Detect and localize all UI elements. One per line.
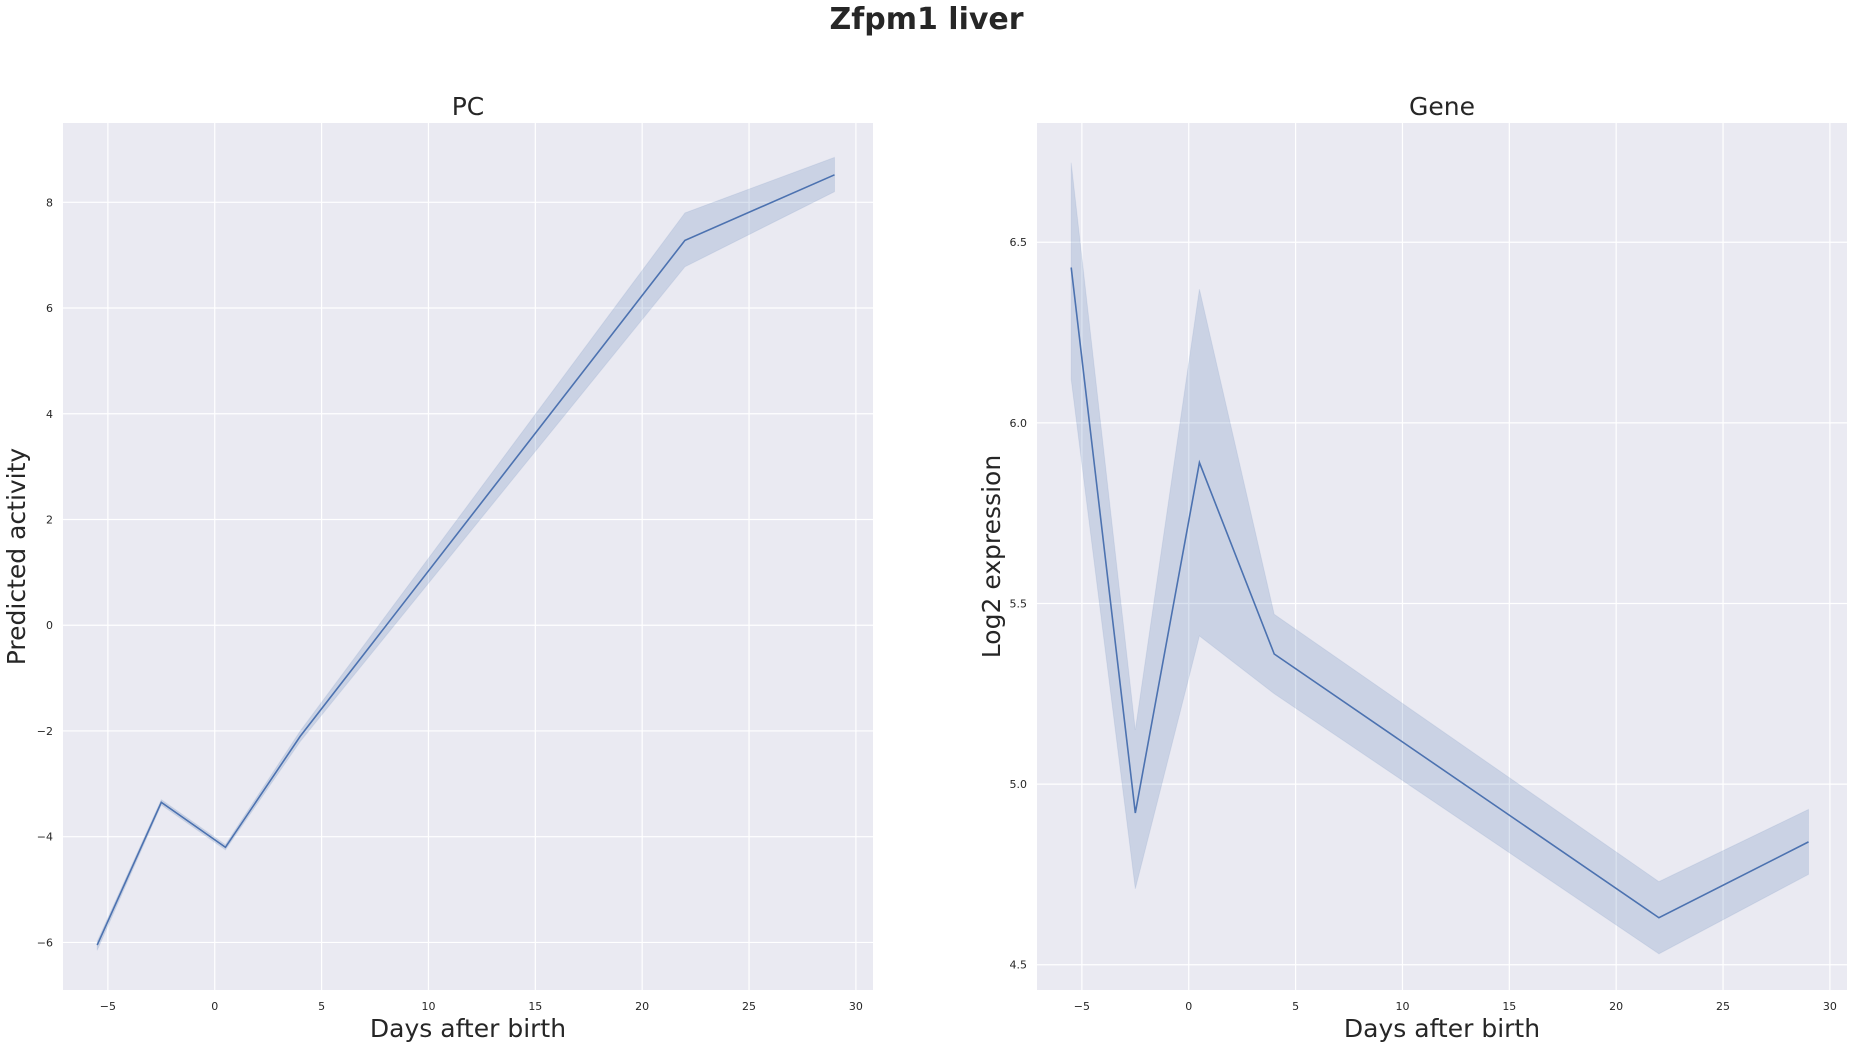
pc-y-tick-label: −4 xyxy=(37,831,53,844)
gene-x-tick-label: 5 xyxy=(1292,1000,1299,1013)
gene-y-tick-label: 5.0 xyxy=(1010,778,1028,791)
pc-x-tick-label: −5 xyxy=(100,1000,116,1013)
panel-gene: −5 0 5 10 15 20 25 30 4.5 5.0 5.5 6.0 6.5 Gene Days af… xyxy=(977,92,1847,1043)
pc-x-tick-label: 0 xyxy=(211,1000,218,1013)
pc-series-line xyxy=(96,174,835,946)
gene-plot-area xyxy=(1037,123,1847,990)
pc-x-tick-label: 20 xyxy=(635,1000,649,1013)
gene-series-line xyxy=(1070,267,1809,919)
gene-x-tick-label: 10 xyxy=(1395,1000,1409,1013)
pc-y-tick-label: −2 xyxy=(37,725,53,738)
gene-x-tick-label: 30 xyxy=(1823,1000,1837,1013)
gene-confidence-band xyxy=(1070,162,1810,955)
pc-x-tick-label: 25 xyxy=(742,1000,756,1013)
gene-y-axis-label: Log2 expression xyxy=(977,455,1006,658)
figure-title: Zfpm1 liver xyxy=(829,2,1024,37)
pc-x-tick-label: 15 xyxy=(528,1000,542,1013)
pc-y-tick-label: 4 xyxy=(46,408,53,421)
pc-y-tick-label: −6 xyxy=(37,936,53,949)
pc-y-tick-label: 2 xyxy=(46,513,53,526)
pc-confidence-band xyxy=(96,156,836,951)
pc-y-tick-label: 6 xyxy=(46,302,53,315)
pc-y-tick-label: 0 xyxy=(46,619,53,632)
gene-y-tick-label: 5.5 xyxy=(1010,597,1028,610)
pc-x-tick-label: 30 xyxy=(849,1000,863,1013)
pc-plot-area xyxy=(63,123,873,990)
pc-x-tick-label: 10 xyxy=(421,1000,435,1013)
pc-y-tick-label: 8 xyxy=(46,196,53,209)
gene-x-tick-label: −5 xyxy=(1074,1000,1090,1013)
gene-y-tick-label: 4.5 xyxy=(1010,959,1028,972)
panel-pc: −5 0 5 10 15 20 25 30 −6 −4 −2 0 2 4 6 8 PC Days after bi… xyxy=(2,92,873,1043)
gene-y-tick-label: 6.0 xyxy=(1010,417,1028,430)
gene-x-axis-label: Days after birth xyxy=(1344,1014,1540,1043)
pc-x-axis-label: Days after birth xyxy=(370,1014,566,1043)
gene-x-tick-label: 0 xyxy=(1185,1000,1192,1013)
pc-x-tick-label: 5 xyxy=(318,1000,325,1013)
pc-y-axis-label: Predicted activity xyxy=(2,448,31,666)
pc-panel-title: PC xyxy=(452,92,485,121)
gene-x-tick-label: 15 xyxy=(1502,1000,1516,1013)
gene-x-tick-label: 25 xyxy=(1716,1000,1730,1013)
gene-panel-title: Gene xyxy=(1409,92,1475,121)
gene-y-tick-label: 6.5 xyxy=(1010,236,1028,249)
gene-x-tick-label: 20 xyxy=(1609,1000,1623,1013)
